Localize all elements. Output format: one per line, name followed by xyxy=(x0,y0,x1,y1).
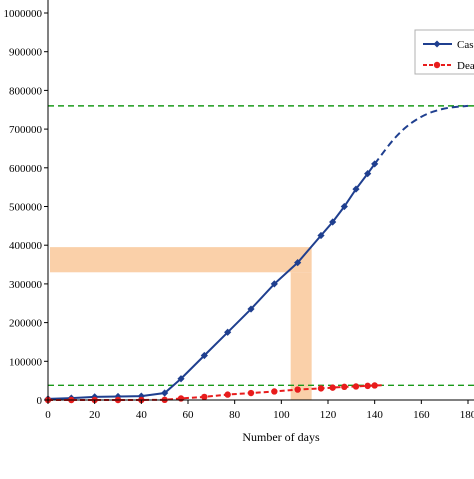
legend: Cases Deaths xyxy=(415,30,474,74)
y-tick-label: 900000 xyxy=(9,47,43,59)
data-point xyxy=(294,386,300,392)
x-tick-label: 20 xyxy=(89,409,101,421)
y-tick-label: 200000 xyxy=(9,318,43,330)
legend-label: Deaths xyxy=(457,60,474,72)
highlight-band-horizontal xyxy=(50,247,312,272)
y-tick-label: 1000000 xyxy=(4,8,43,20)
y-tick-label: 100000 xyxy=(9,356,43,368)
data-point xyxy=(341,384,347,390)
x-tick-label: 0 xyxy=(45,409,51,421)
x-tick-label: 160 xyxy=(413,409,430,421)
data-point xyxy=(271,388,277,394)
data-point xyxy=(201,394,207,400)
y-tick-label: 0 xyxy=(37,395,43,407)
x-tick-label: 80 xyxy=(229,409,241,421)
legend-marker xyxy=(434,62,440,68)
data-point xyxy=(353,383,359,389)
data-point xyxy=(224,391,230,397)
data-point xyxy=(329,384,335,390)
y-tick-label: 700000 xyxy=(9,124,43,136)
y-tick-label: 400000 xyxy=(9,240,43,252)
x-tick-label: 60 xyxy=(183,409,195,421)
highlight-band-vertical xyxy=(291,272,312,400)
x-tick-label: 140 xyxy=(366,409,383,421)
x-tick-label: 120 xyxy=(320,409,337,421)
data-point xyxy=(364,383,370,389)
y-tick-label: 500000 xyxy=(9,202,43,214)
x-tick-label: 180 xyxy=(460,409,474,421)
x-axis-label: Number of days xyxy=(242,430,320,444)
legend-label: Cases xyxy=(457,39,474,51)
data-point xyxy=(178,395,184,401)
data-point xyxy=(248,390,254,396)
x-tick-label: 100 xyxy=(273,409,290,421)
y-tick-label: 800000 xyxy=(9,85,43,97)
y-tick-label: 300000 xyxy=(9,279,43,291)
data-point xyxy=(318,385,324,391)
x-tick-label: 40 xyxy=(136,409,148,421)
y-tick-label: 600000 xyxy=(9,163,43,175)
data-point xyxy=(371,382,377,388)
